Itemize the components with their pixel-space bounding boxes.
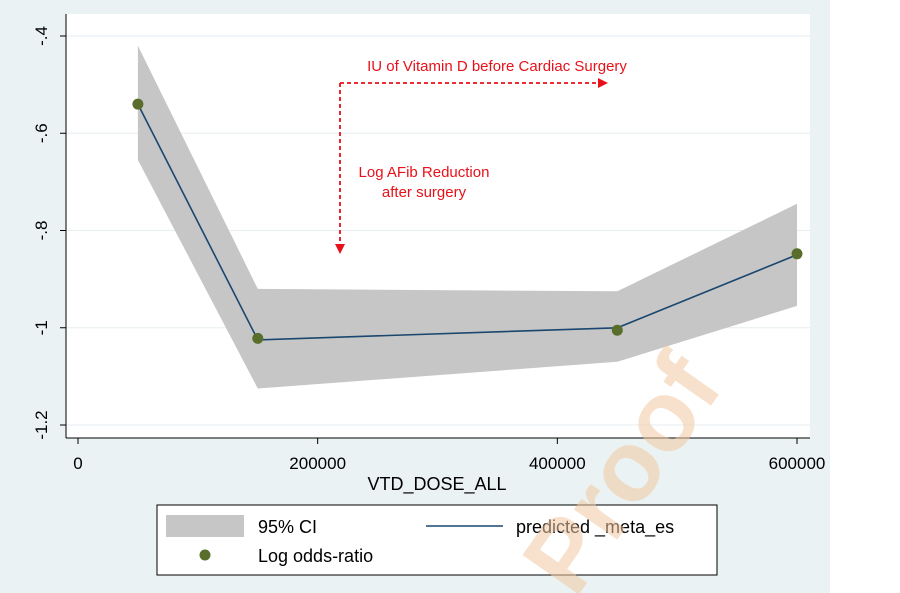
log-odds-point bbox=[252, 332, 264, 344]
y-tick-label: -1.2 bbox=[32, 410, 51, 439]
log-odds-point bbox=[611, 324, 623, 336]
annotation-horizontal-label: IU of Vitamin D before Cardiac Surgery bbox=[367, 58, 627, 75]
legend-ci-swatch bbox=[166, 515, 244, 537]
x-tick-label: 0 bbox=[73, 454, 82, 473]
annotation-vertical-label-line1: Log AFib Reduction bbox=[359, 164, 490, 181]
legend: 95% CI predicted _meta_es Log odds-ratio bbox=[156, 504, 718, 576]
annotation-group: IU of Vitamin D before Cardiac Surgery L… bbox=[335, 58, 627, 254]
x-tick-label: 600000 bbox=[769, 454, 826, 473]
annotation-horizontal-arrowhead bbox=[598, 78, 608, 88]
ci-band bbox=[137, 45, 797, 389]
y-tick-label: -.6 bbox=[32, 123, 51, 143]
x-axis-ticks: 0 200000 400000 600000 bbox=[73, 438, 825, 473]
legend-line-label: predicted _meta_es bbox=[516, 517, 674, 538]
legend-ci-label: 95% CI bbox=[258, 517, 317, 537]
log-odds-point bbox=[132, 98, 144, 110]
log-odds-markers bbox=[132, 98, 803, 344]
y-axis-ticks: -.4 -.6 -.8 -1 -1.2 bbox=[32, 26, 66, 440]
legend-box bbox=[156, 504, 718, 576]
annotation-vertical-arrowhead bbox=[335, 244, 345, 254]
y-tick-label: -1 bbox=[32, 320, 51, 335]
y-tick-label: -.8 bbox=[32, 221, 51, 241]
y-tick-label: -.4 bbox=[32, 26, 51, 46]
legend-marker-swatch bbox=[199, 549, 211, 561]
x-tick-label: 200000 bbox=[289, 454, 346, 473]
predicted-line bbox=[137, 103, 798, 341]
x-axis-label: VTD_DOSE_ALL bbox=[367, 474, 506, 495]
annotation-vertical-label-line2: after surgery bbox=[382, 184, 467, 201]
legend-marker-label: Log odds-ratio bbox=[258, 546, 373, 566]
log-odds-point bbox=[791, 248, 803, 260]
x-tick-label: 400000 bbox=[529, 454, 586, 473]
